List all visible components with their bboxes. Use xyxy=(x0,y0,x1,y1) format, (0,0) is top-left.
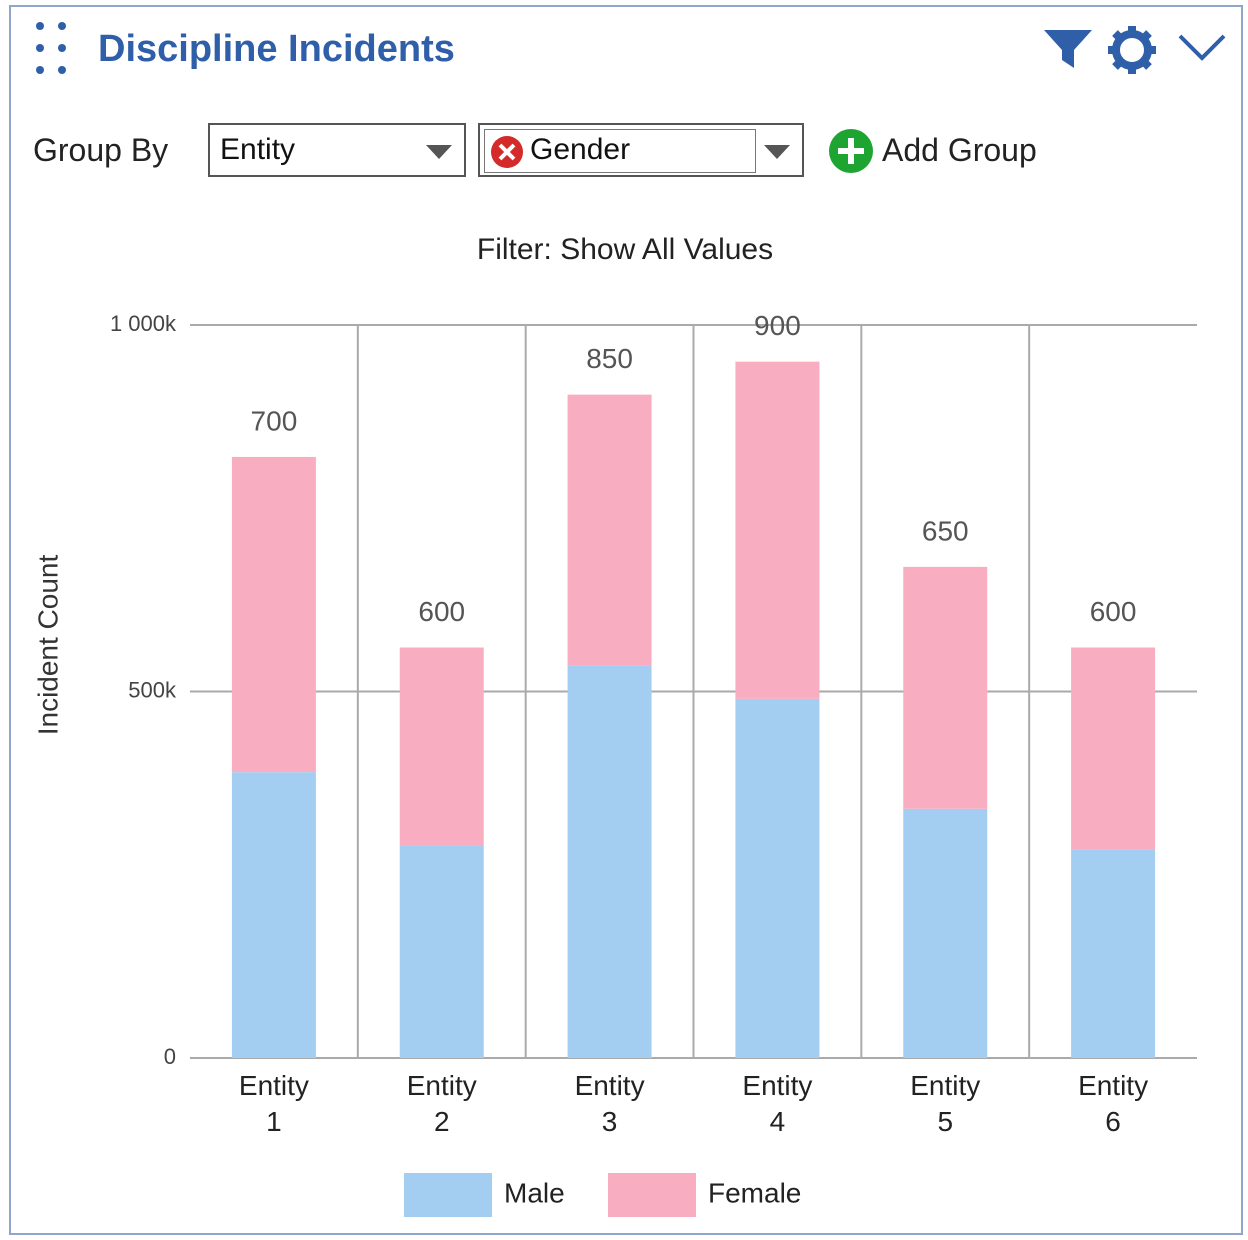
x-tick-label: Entity 2 xyxy=(406,1070,477,1137)
x-tick-label: Entity 4 xyxy=(742,1070,813,1137)
y-tick-label: 0 xyxy=(164,1044,176,1069)
bar-segment xyxy=(903,808,988,1058)
drag-handle[interactable] xyxy=(32,20,72,80)
bar-segment xyxy=(1071,849,1156,1058)
x-tick-label: Entity 5 xyxy=(910,1070,981,1137)
bar-segment xyxy=(567,394,652,666)
total-label: 600 xyxy=(1090,596,1137,627)
group-by-label: Group By xyxy=(33,132,169,168)
total-label: 850 xyxy=(586,343,633,374)
widget-panel xyxy=(9,5,1243,1235)
add-icon[interactable] xyxy=(828,128,874,174)
collapse-icon[interactable] xyxy=(1178,34,1226,61)
legend-label: Female xyxy=(708,1177,801,1208)
bar-segment xyxy=(399,647,484,846)
total-label: 900 xyxy=(754,310,801,341)
widget-title: Discipline Incidents xyxy=(98,28,455,70)
legend-swatch xyxy=(608,1173,696,1217)
legend-label: Male xyxy=(504,1177,565,1208)
x-tick-label: Entity 1 xyxy=(238,1070,309,1137)
x-tick-label: Entity 3 xyxy=(574,1070,645,1137)
total-label: 600 xyxy=(418,596,465,627)
remove-icon[interactable] xyxy=(490,135,524,169)
x-tick-label: Entity 6 xyxy=(1078,1070,1149,1137)
chart-subtitle: Filter: Show All Values xyxy=(477,233,773,266)
bar-segment xyxy=(231,456,316,773)
bar-segment xyxy=(735,361,820,699)
bar-segment xyxy=(399,845,484,1058)
group-select[interactable]: Entity xyxy=(208,123,466,177)
y-axis-label: Incident Count xyxy=(32,555,63,736)
group-select-value: Gender xyxy=(530,133,631,166)
filter-icon[interactable] xyxy=(1044,30,1092,68)
bar-segment xyxy=(231,772,316,1058)
y-tick-label: 500k xyxy=(128,677,177,702)
add-group-button[interactable]: Add Group xyxy=(882,132,1037,168)
group-select[interactable]: Gender xyxy=(478,123,804,177)
y-tick-label: 1 000k xyxy=(110,311,177,336)
legend-swatch xyxy=(404,1173,492,1217)
total-label: 700 xyxy=(251,405,298,436)
group-select-value: Entity xyxy=(220,133,296,166)
header-icons xyxy=(1044,26,1226,74)
bar-segment xyxy=(735,698,820,1058)
bar-segment xyxy=(567,665,652,1058)
settings-icon[interactable] xyxy=(1108,26,1156,74)
total-label: 650 xyxy=(922,515,969,546)
bar-segment xyxy=(1071,647,1156,850)
bar-segment xyxy=(903,566,988,809)
